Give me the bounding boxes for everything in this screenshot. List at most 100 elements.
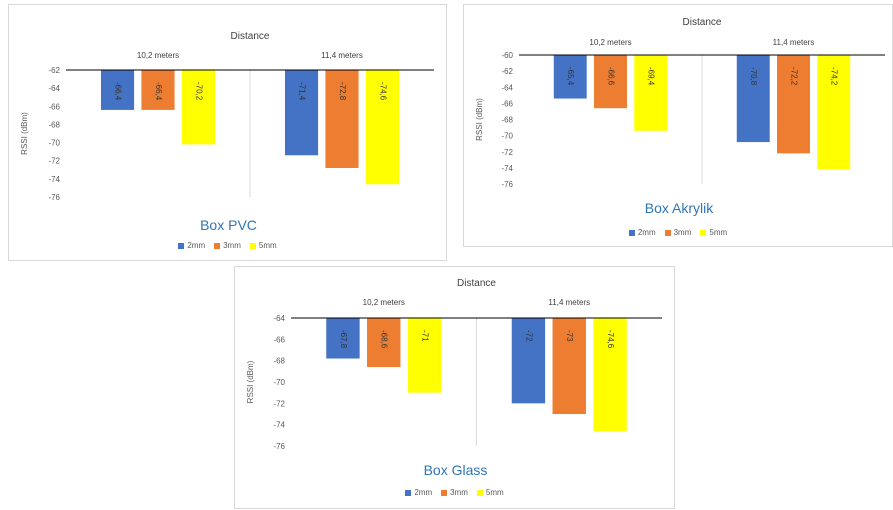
bar: [634, 55, 668, 131]
legend: 2mm 3mm 5mm: [464, 228, 892, 237]
legend-label: 2mm: [187, 241, 206, 250]
bar: [325, 70, 359, 168]
bar: [326, 318, 360, 359]
bar: [777, 55, 810, 154]
y-tick-label: -72: [501, 148, 513, 157]
y-tick-label: -64: [48, 84, 60, 93]
bar: [552, 318, 586, 414]
data-label: -70,2: [194, 82, 203, 101]
chart-subtitle: Box PVC: [200, 217, 257, 233]
y-tick-label: -62: [501, 67, 513, 76]
category-label: 10,2 meters: [363, 298, 405, 307]
chart-panel-box-glass: Distance RSSI (dBm) -64 -66 -68 -70 -72 -74 -76 1…: [234, 266, 675, 509]
data-label: -70,8: [749, 67, 758, 86]
chart-subtitle: Box Akrylik: [645, 200, 714, 216]
y-tick-label: -70: [501, 132, 513, 141]
category-label: 10,2 meters: [137, 51, 179, 60]
y-tick-label: -66: [501, 99, 513, 108]
data-label: -68,6: [380, 330, 389, 349]
legend-swatch: [441, 489, 448, 496]
legend-item: 3mm: [214, 241, 241, 250]
bar: [511, 318, 546, 404]
data-label: -72,2: [789, 67, 798, 86]
y-axis-label: RSSI (dBm): [20, 112, 29, 155]
legend-item: 5mm: [249, 241, 277, 250]
legend-label: 3mm: [223, 241, 241, 250]
legend-swatch: [476, 489, 483, 496]
y-axis-label: RSSI (dBm): [475, 98, 484, 141]
bar: [284, 70, 319, 156]
legend-swatch: [178, 242, 185, 249]
chart-title: Distance: [457, 278, 496, 289]
data-label: -72,8: [338, 82, 347, 101]
y-tick-label: -68: [273, 357, 285, 366]
y-tick-label: -76: [501, 180, 513, 189]
bar: [817, 55, 851, 170]
legend: 2mm 3mm 5mm: [235, 488, 674, 497]
category-label: 11,4 meters: [321, 51, 363, 60]
y-tick-label: -64: [273, 314, 285, 323]
y-tick-label: -64: [501, 83, 513, 92]
legend-swatch: [405, 489, 412, 496]
bar: [407, 318, 442, 393]
legend-label: 2mm: [414, 488, 433, 497]
bar: [181, 70, 216, 145]
y-tick-label: -68: [501, 116, 513, 125]
data-label: -74,2: [830, 67, 839, 86]
chart-subtitle: Box Glass: [424, 462, 488, 478]
legend-label: 5mm: [258, 241, 277, 250]
y-tick-label: -62: [48, 66, 60, 75]
data-label: -73: [565, 330, 574, 342]
y-axis-label: RSSI (dBm): [246, 360, 255, 403]
y-tick-label: -70: [273, 378, 285, 387]
legend-item: 2mm: [405, 488, 432, 497]
legend-swatch: [664, 229, 671, 236]
category-label: 10,2 meters: [589, 38, 631, 47]
chart-panel-box-akrylik: Distance RSSI (dBm) -60 -62 -64 -66 -68 -70 -72 -…: [463, 4, 893, 247]
legend-item: 5mm: [700, 228, 727, 237]
legend-item: 2mm: [178, 241, 205, 250]
data-label: -67,8: [339, 330, 348, 349]
chart-svg: Distance RSSI (dBm) -64 -66 -68 -70 -72 -74 -76 1…: [246, 278, 662, 478]
y-tick-label: -76: [273, 442, 285, 451]
legend-item: 5mm: [476, 488, 504, 497]
bar: [367, 318, 401, 368]
bar: [141, 70, 175, 110]
bar: [594, 55, 627, 109]
category-label: 11,4 meters: [773, 38, 815, 47]
legend: 2mm 3mm 5mm: [9, 241, 446, 250]
data-label: -69,4: [647, 67, 656, 86]
legend-swatch: [214, 242, 221, 249]
bar: [736, 55, 770, 143]
legend-label: 3mm: [450, 488, 468, 497]
data-label: -74,6: [606, 330, 615, 349]
legend-item: 2mm: [628, 228, 656, 237]
y-tick-label: -74: [501, 164, 513, 173]
y-tick-label: -60: [501, 51, 513, 60]
data-label: -66,4: [154, 82, 163, 101]
data-label: -71: [420, 330, 429, 342]
chart-panel-box-pvc: Distance RSSI (dBm) -62 -64 -66 -68 -70 -72 -74 -…: [8, 4, 447, 261]
y-tick-label: -74: [48, 175, 60, 184]
data-label: -74,6: [378, 82, 387, 101]
data-label: -66,4: [113, 82, 122, 101]
data-label: -72: [524, 330, 533, 342]
y-tick-label: -76: [48, 193, 60, 202]
legend-swatch: [700, 229, 707, 236]
data-label: -66,6: [606, 67, 615, 86]
legend-label: 3mm: [673, 228, 692, 237]
chart-title: Distance: [231, 31, 270, 42]
y-tick-label: -72: [273, 399, 285, 408]
y-tick-label: -66: [48, 102, 60, 111]
data-label: -65,4: [566, 67, 575, 86]
legend-swatch: [628, 229, 635, 236]
legend-swatch: [249, 242, 256, 249]
legend-item: 3mm: [441, 488, 468, 497]
bar: [553, 55, 587, 99]
y-tick-label: -68: [48, 120, 60, 129]
category-label: 11,4 meters: [548, 298, 590, 307]
legend-label: 5mm: [485, 488, 504, 497]
chart-title: Distance: [683, 17, 722, 28]
legend-label: 2mm: [637, 228, 656, 237]
y-tick-label: -66: [273, 335, 285, 344]
